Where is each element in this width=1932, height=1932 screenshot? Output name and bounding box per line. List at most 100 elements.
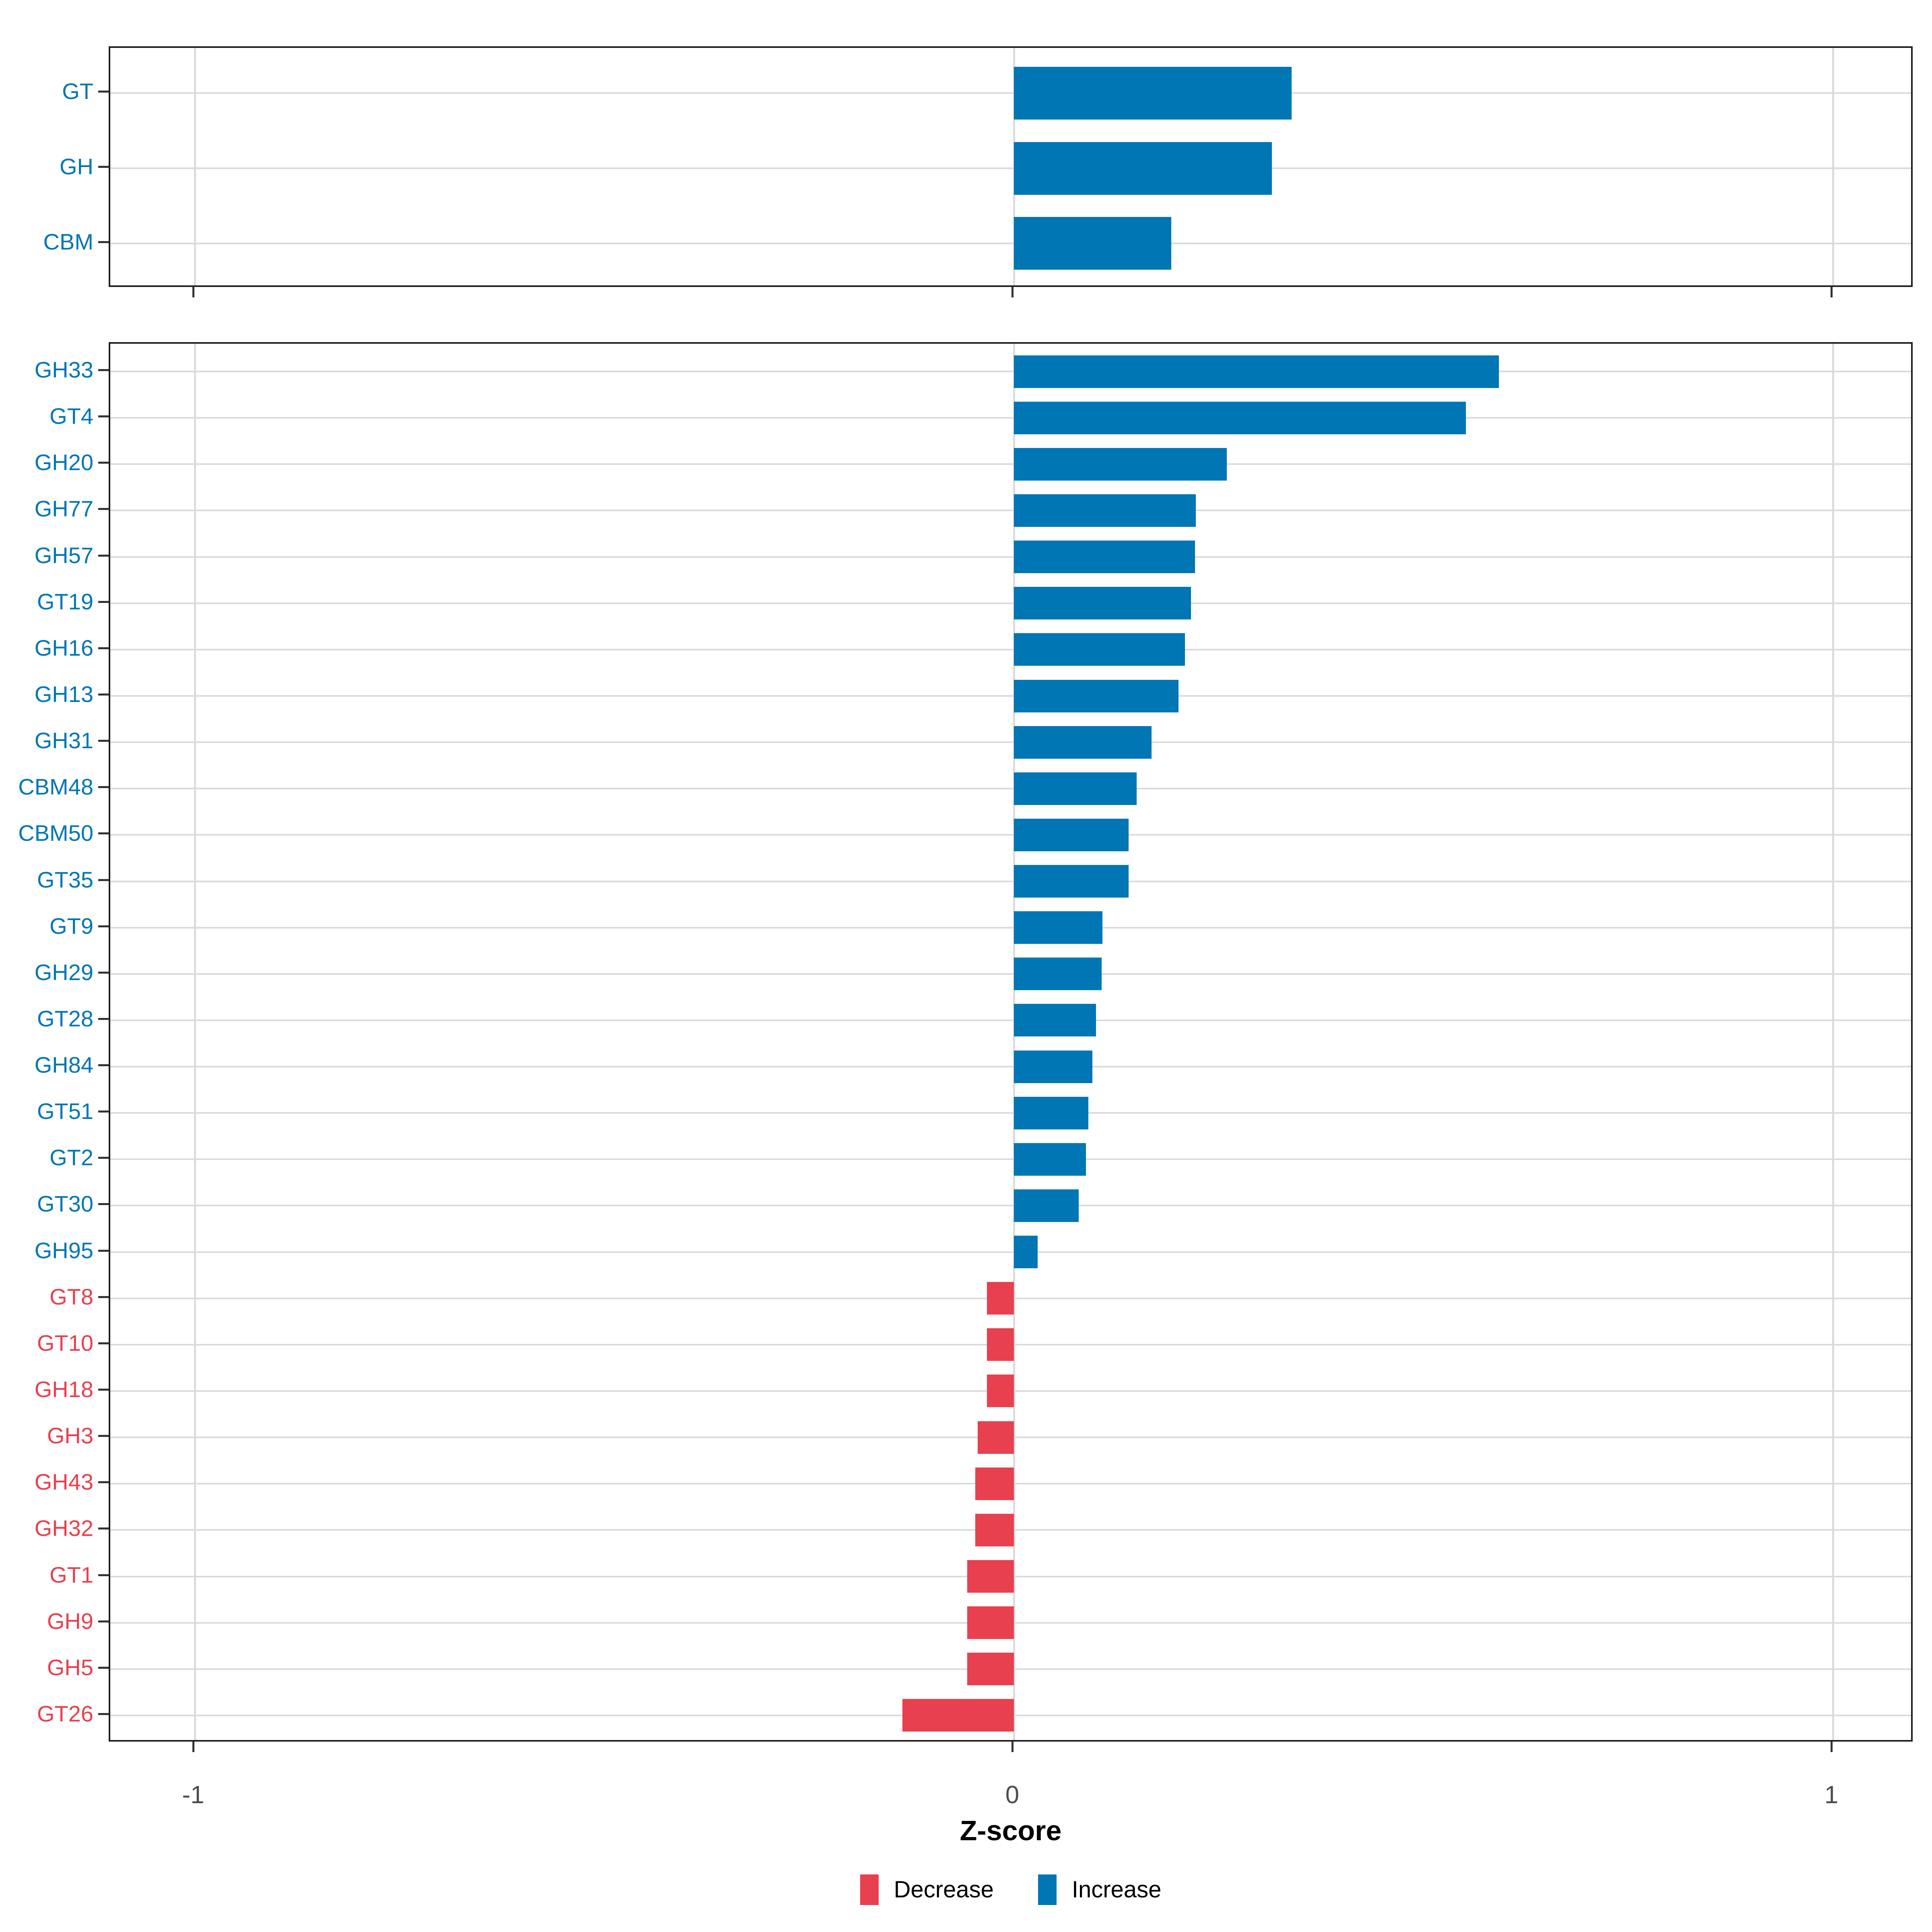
y-tick xyxy=(98,786,109,788)
bar-CBM48 xyxy=(1014,772,1137,805)
gridline-horizontal xyxy=(110,741,1911,743)
y-axis-label-GH84: GH84 xyxy=(34,1052,93,1077)
bar-GH77 xyxy=(1014,494,1196,527)
y-axis-label-GT9: GT9 xyxy=(50,913,93,939)
gridline-vertical xyxy=(1013,344,1015,1740)
gridline-horizontal xyxy=(110,556,1911,558)
bar-GH33 xyxy=(1014,355,1499,388)
gridline-horizontal xyxy=(110,881,1911,882)
y-axis-label-CBM50: CBM50 xyxy=(18,820,93,846)
y-axis-label-GH20: GH20 xyxy=(34,450,93,475)
y-axis-label-GT51: GT51 xyxy=(37,1098,93,1124)
bar-GT9 xyxy=(1014,911,1102,944)
y-tick xyxy=(98,1481,109,1483)
y-tick xyxy=(98,1296,109,1298)
legend-label-decrease: Decrease xyxy=(894,1876,994,1903)
bar-GH xyxy=(1014,142,1272,195)
y-tick xyxy=(98,1574,109,1576)
gridline-horizontal xyxy=(110,1066,1911,1067)
y-axis-label-GH43: GH43 xyxy=(34,1469,93,1494)
bar-GH29 xyxy=(1014,958,1102,990)
y-tick xyxy=(98,369,109,371)
legend-label-increase: Increase xyxy=(1071,1876,1162,1903)
y-tick xyxy=(98,1110,109,1113)
x-axis-title: Z-score xyxy=(960,1815,1062,1846)
y-axis-label-GH9: GH9 xyxy=(47,1608,93,1634)
y-tick xyxy=(98,241,109,243)
gridline-horizontal xyxy=(110,973,1911,975)
y-axis-label-GH: GH xyxy=(60,154,93,179)
y-tick xyxy=(98,601,109,603)
x-tick xyxy=(1011,287,1013,297)
bar-GH18 xyxy=(987,1375,1014,1407)
legend-swatch-increase xyxy=(1038,1874,1057,1905)
y-tick xyxy=(98,462,109,464)
x-tick-label: 1 xyxy=(1824,1781,1839,1809)
bar-GH31 xyxy=(1014,726,1152,759)
x-tick xyxy=(1831,287,1833,297)
y-axis-label-GT35: GT35 xyxy=(37,867,93,892)
gridline-horizontal xyxy=(110,417,1911,419)
bar-GT4 xyxy=(1014,402,1466,434)
y-tick xyxy=(98,647,109,649)
bar-GH13 xyxy=(1014,680,1179,712)
bar-GH57 xyxy=(1014,541,1195,573)
y-tick xyxy=(98,1435,109,1437)
y-tick xyxy=(98,972,109,974)
bar-GT8 xyxy=(987,1282,1014,1315)
y-tick xyxy=(98,555,109,557)
bar-GT26 xyxy=(902,1699,1014,1732)
bar-GT51 xyxy=(1014,1097,1088,1129)
y-axis-label-GH57: GH57 xyxy=(34,543,93,568)
legend-item-decrease: Decrease xyxy=(860,1874,994,1906)
bottom-panel xyxy=(109,342,1913,1742)
gridline-horizontal xyxy=(110,788,1911,789)
gridline-horizontal xyxy=(110,1205,1911,1206)
bar-CBM xyxy=(1014,217,1171,270)
y-axis-label-GH77: GH77 xyxy=(34,496,93,521)
gridline-vertical xyxy=(1832,344,1834,1740)
gridline-horizontal xyxy=(110,695,1911,697)
y-axis-label-GT19: GT19 xyxy=(37,589,93,614)
y-tick xyxy=(98,1203,109,1205)
y-tick xyxy=(98,91,109,93)
y-tick xyxy=(98,1342,109,1344)
legend-item-increase: Increase xyxy=(1038,1874,1161,1906)
bar-GT30 xyxy=(1014,1189,1079,1222)
y-tick xyxy=(98,1620,109,1622)
bar-GH32 xyxy=(975,1514,1014,1546)
y-axis-label-CBM48: CBM48 xyxy=(18,774,93,799)
x-tick-label: -1 xyxy=(182,1781,204,1809)
gridline-horizontal xyxy=(110,1251,1911,1253)
bar-GH95 xyxy=(1014,1236,1038,1268)
y-tick xyxy=(98,1018,109,1020)
y-tick xyxy=(98,415,109,417)
bar-GT19 xyxy=(1014,587,1191,619)
y-axis-label-GH95: GH95 xyxy=(34,1238,93,1263)
gridline-vertical xyxy=(194,48,196,285)
y-tick xyxy=(98,1250,109,1252)
y-tick xyxy=(98,925,109,927)
top-panel xyxy=(109,46,1913,287)
x-tick xyxy=(1831,1742,1833,1752)
y-axis-label-GT30: GT30 xyxy=(37,1191,93,1216)
y-tick xyxy=(98,1527,109,1530)
y-axis-label-GT10: GT10 xyxy=(37,1330,93,1356)
gridline-horizontal xyxy=(110,243,1911,244)
bar-GH16 xyxy=(1014,633,1185,666)
gridline-vertical xyxy=(194,344,196,1740)
bar-GH3 xyxy=(978,1421,1014,1454)
bar-GH84 xyxy=(1014,1051,1092,1083)
bar-CBM50 xyxy=(1014,819,1129,851)
gridline-horizontal xyxy=(110,603,1911,604)
y-tick xyxy=(98,1713,109,1715)
y-tick xyxy=(98,508,109,510)
y-axis-label-GT2: GT2 xyxy=(50,1145,93,1170)
y-axis-label-GH33: GH33 xyxy=(34,357,93,382)
y-tick xyxy=(98,740,109,742)
y-axis-label-GT4: GT4 xyxy=(50,403,93,429)
y-axis-label-GH5: GH5 xyxy=(47,1655,93,1680)
y-tick xyxy=(98,1157,109,1159)
y-axis-label-GH18: GH18 xyxy=(34,1377,93,1402)
y-axis-label-GT26: GT26 xyxy=(37,1701,93,1726)
